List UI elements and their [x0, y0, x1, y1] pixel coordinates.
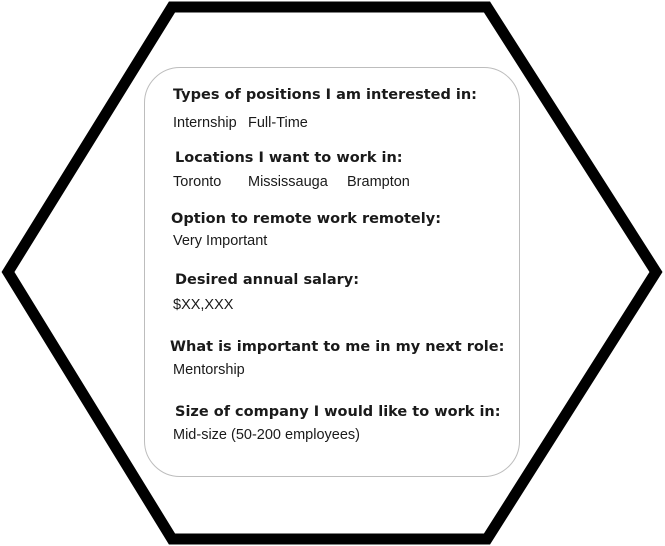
positions-label: Types of positions I am interested in:: [173, 87, 477, 103]
position-internship: Internship: [173, 115, 237, 131]
company-size-label: Size of company I would like to work in:: [175, 404, 501, 420]
salary-value: $XX,XXX: [173, 297, 234, 313]
remote-work-value: Very Important: [173, 233, 268, 249]
remote-work-label: Option to remote work remotely:: [171, 211, 441, 227]
position-full-time: Full-Time: [248, 115, 308, 131]
important-label: What is important to me in my next role:: [170, 339, 505, 355]
preferences-card: [144, 67, 520, 477]
location-brampton: Brampton: [347, 174, 410, 190]
salary-label: Desired annual salary:: [175, 272, 360, 288]
company-size-value: Mid-size (50-200 employees): [173, 427, 360, 443]
locations-label: Locations I want to work in:: [175, 150, 403, 166]
location-toronto: Toronto: [173, 174, 222, 190]
important-value: Mentorship: [173, 362, 245, 378]
location-mississauga: Mississauga: [248, 174, 328, 190]
